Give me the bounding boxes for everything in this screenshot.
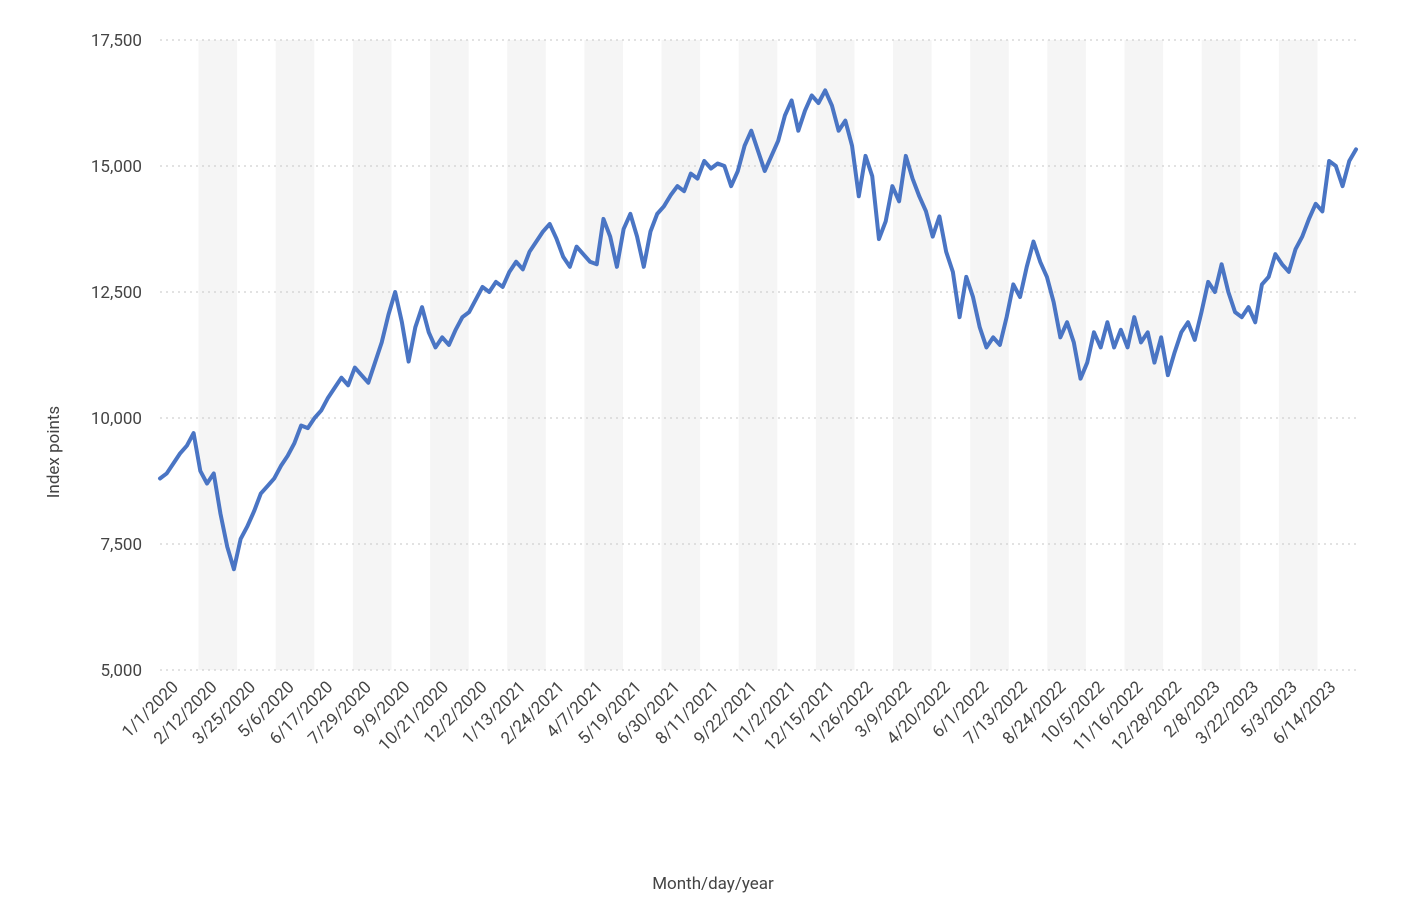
svg-text:15,000: 15,000 (91, 157, 142, 177)
chart-container: Index points Month/day/year 5,000 7,500 10… (0, 0, 1426, 904)
svg-text:5,000: 5,000 (100, 661, 142, 681)
svg-text:12,500: 12,500 (91, 283, 142, 303)
line-chart: 5,0007,50010,00012,50015,00017,5001/1/20… (20, 20, 1386, 860)
x-axis-label: Month/day/year (652, 874, 774, 894)
svg-text:17,500: 17,500 (91, 31, 142, 51)
svg-text:10,000: 10,000 (91, 409, 142, 429)
svg-text:7,500: 7,500 (100, 535, 142, 555)
y-axis-label: Index points (44, 406, 64, 498)
